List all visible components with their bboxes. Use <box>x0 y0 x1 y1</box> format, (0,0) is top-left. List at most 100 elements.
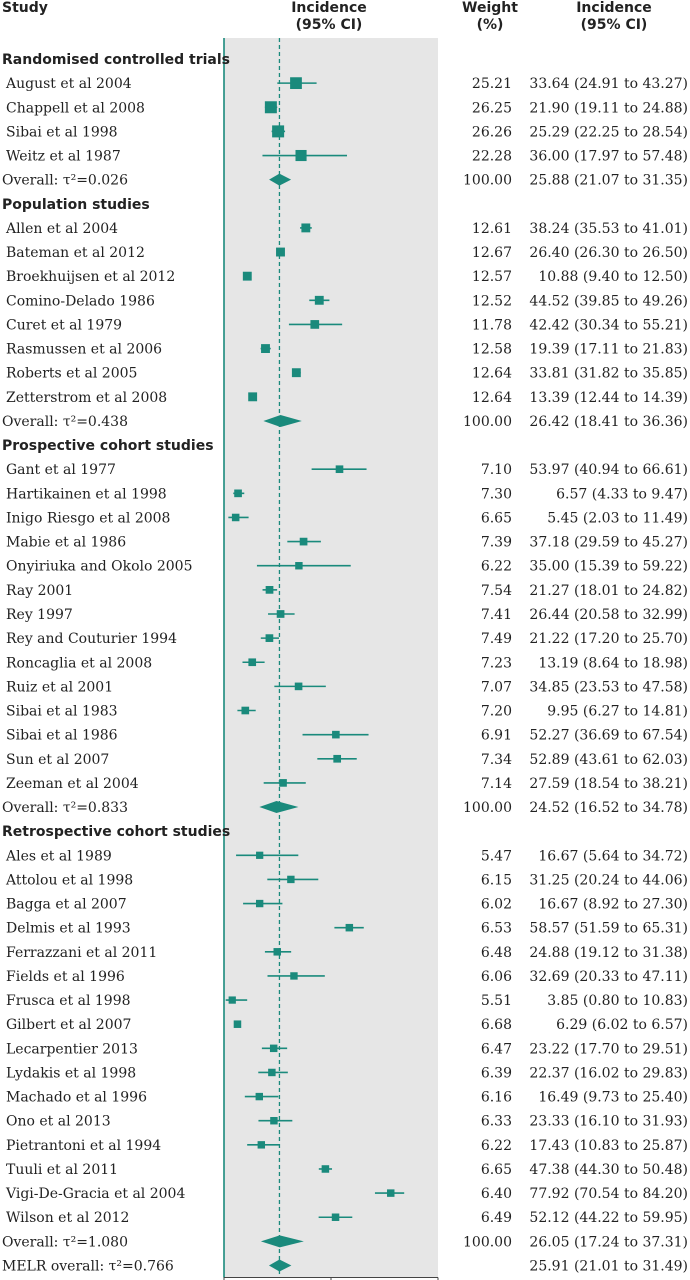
header-weight-line1: Weight <box>462 0 518 16</box>
study-label: Broekhuijsen et al 2012 <box>6 269 175 285</box>
section-heading: Retrospective cohort studies <box>2 824 230 840</box>
point-estimate-square <box>310 320 320 329</box>
header-study: Study <box>2 0 48 16</box>
weight-value: 7.54 <box>481 583 512 599</box>
weight-value: 12.52 <box>472 293 512 309</box>
pooled-estimate-diamond <box>268 1259 292 1272</box>
point-estimate-square <box>265 634 274 642</box>
study-label: Onyiriuka and Okolo 2005 <box>6 559 193 575</box>
header-weight-line2: (%) <box>477 17 504 33</box>
section-heading: Population studies <box>2 197 150 213</box>
weight-value: 6.22 <box>481 1138 512 1154</box>
study-label: Wilson et al 2012 <box>6 1210 129 1226</box>
pooled-estimate-diamond <box>260 1235 304 1248</box>
incidence-ci-value: 23.22 (17.70 to 29.51) <box>529 1041 688 1057</box>
study-label: Rey 1997 <box>6 607 73 623</box>
incidence-ci-value: 21.27 (18.01 to 24.82) <box>529 583 688 599</box>
header-incidence-line2: (95% CI) <box>581 17 648 33</box>
weight-value: 6.91 <box>481 728 512 744</box>
incidence-ci-value: 5.45 (2.03 to 11.49) <box>547 510 688 526</box>
study-label: Vigi-De-Gracia et al 2004 <box>5 1186 185 1202</box>
point-estimate-square <box>321 1165 330 1173</box>
incidence-ci-value: 23.33 (16.10 to 31.93) <box>529 1114 688 1130</box>
incidence-ci-value: 42.42 (30.34 to 55.21) <box>529 317 688 333</box>
weight-value: 7.49 <box>481 631 512 647</box>
point-estimate-square <box>276 247 285 257</box>
point-estimate-square <box>387 1189 395 1197</box>
study-label: Lecarpentier 2013 <box>6 1041 138 1057</box>
study-label: Rey and Couturier 1994 <box>6 631 177 647</box>
weight-value: 12.64 <box>472 390 512 406</box>
incidence-ci-value: 31.25 (20.24 to 44.06) <box>529 872 688 888</box>
weight-value: 6.68 <box>481 1017 512 1033</box>
study-label: Chappell et al 2008 <box>6 100 145 116</box>
study-label: Rasmussen et al 2006 <box>6 342 162 358</box>
study-label: Frusca et al 1998 <box>6 993 131 1009</box>
weight-value: 7.14 <box>481 776 512 792</box>
incidence-ci-value: 27.59 (18.54 to 38.21) <box>529 776 688 792</box>
study-label: Sibai et al 1998 <box>6 124 118 140</box>
weight-value: 6.65 <box>481 510 512 526</box>
study-label: Roncaglia et al 2008 <box>6 655 152 671</box>
section-heading: Randomised controlled trials <box>2 52 230 68</box>
point-estimate-square <box>248 658 257 667</box>
weight-value: 6.06 <box>481 969 512 985</box>
study-label: Sun et al 2007 <box>6 752 109 768</box>
point-estimate-square <box>294 682 303 691</box>
study-label: Bateman et al 2012 <box>6 245 145 261</box>
weight-value: 7.07 <box>481 679 512 695</box>
weight-value: 6.16 <box>481 1090 512 1106</box>
study-label: Mabie et al 1986 <box>6 535 126 551</box>
study-label: Gant et al 1977 <box>6 462 116 478</box>
study-label: August et al 2004 <box>5 76 132 92</box>
incidence-ci-value: 24.52 (16.52 to 34.78) <box>529 800 688 816</box>
incidence-ci-value: 26.05 (17.24 to 37.31) <box>529 1234 688 1250</box>
weight-value: 100.00 <box>463 414 512 430</box>
study-label: Allen et al 2004 <box>5 221 118 237</box>
incidence-ci-value: 24.88 (19.12 to 31.38) <box>529 945 688 961</box>
point-estimate-square <box>287 875 295 884</box>
incidence-ci-value: 26.40 (26.30 to 26.50) <box>529 245 688 261</box>
study-label: Comino-Delado 1986 <box>6 293 155 309</box>
incidence-ci-value: 21.90 (19.11 to 24.88) <box>529 100 688 116</box>
point-estimate-square <box>279 779 287 787</box>
incidence-ci-value: 17.43 (10.83 to 25.87) <box>529 1138 688 1154</box>
point-estimate-square <box>290 972 298 980</box>
weight-value: 12.67 <box>472 245 512 261</box>
point-estimate-square <box>270 1116 278 1125</box>
incidence-ci-value: 13.39 (12.44 to 14.39) <box>529 390 688 406</box>
point-estimate-square <box>333 754 342 763</box>
weight-value: 6.39 <box>481 1065 512 1081</box>
weight-value: 6.40 <box>481 1186 512 1202</box>
incidence-ci-value: 58.57 (51.59 to 65.31) <box>529 921 688 937</box>
study-label: Sibai et al 1986 <box>6 728 118 744</box>
study-label: Inigo Riesgo et al 2008 <box>6 510 170 526</box>
weight-value: 12.64 <box>472 366 512 382</box>
point-estimate-square <box>255 1092 263 1101</box>
incidence-ci-value: 26.44 (20.58 to 32.99) <box>529 607 688 623</box>
study-label: Ferrazzani et al 2011 <box>6 945 157 961</box>
study-label: Ruiz et al 2001 <box>6 679 113 695</box>
header-incidence-ci-line2: (95% CI) <box>296 17 363 33</box>
point-estimate-square <box>272 125 285 138</box>
weight-value: 25.21 <box>472 76 512 92</box>
overall-label: Overall: τ²=0.026 <box>2 173 128 189</box>
weight-value: 7.34 <box>481 752 512 768</box>
weight-value: 6.48 <box>481 945 512 961</box>
point-estimate-square <box>255 899 264 908</box>
point-estimate-square <box>248 392 258 402</box>
incidence-ci-value: 10.88 (9.40 to 12.50) <box>538 269 688 285</box>
incidence-ci-value: 38.24 (35.53 to 41.01) <box>529 221 688 237</box>
pooled-estimate-diamond <box>263 414 302 427</box>
incidence-ci-value: 3.85 (0.80 to 10.83) <box>547 993 688 1009</box>
incidence-ci-value: 34.85 (23.53 to 47.58) <box>529 679 688 695</box>
study-label: Ales et al 1989 <box>5 848 112 864</box>
study-label: Hartikainen et al 1998 <box>6 486 167 502</box>
incidence-ci-value: 19.39 (17.11 to 21.83) <box>529 342 688 358</box>
incidence-ci-value: 16.67 (8.92 to 27.30) <box>538 897 688 913</box>
section-heading: Prospective cohort studies <box>2 438 214 454</box>
point-estimate-square <box>269 1044 278 1053</box>
point-estimate-square <box>314 295 324 305</box>
point-estimate-square <box>331 1213 340 1221</box>
